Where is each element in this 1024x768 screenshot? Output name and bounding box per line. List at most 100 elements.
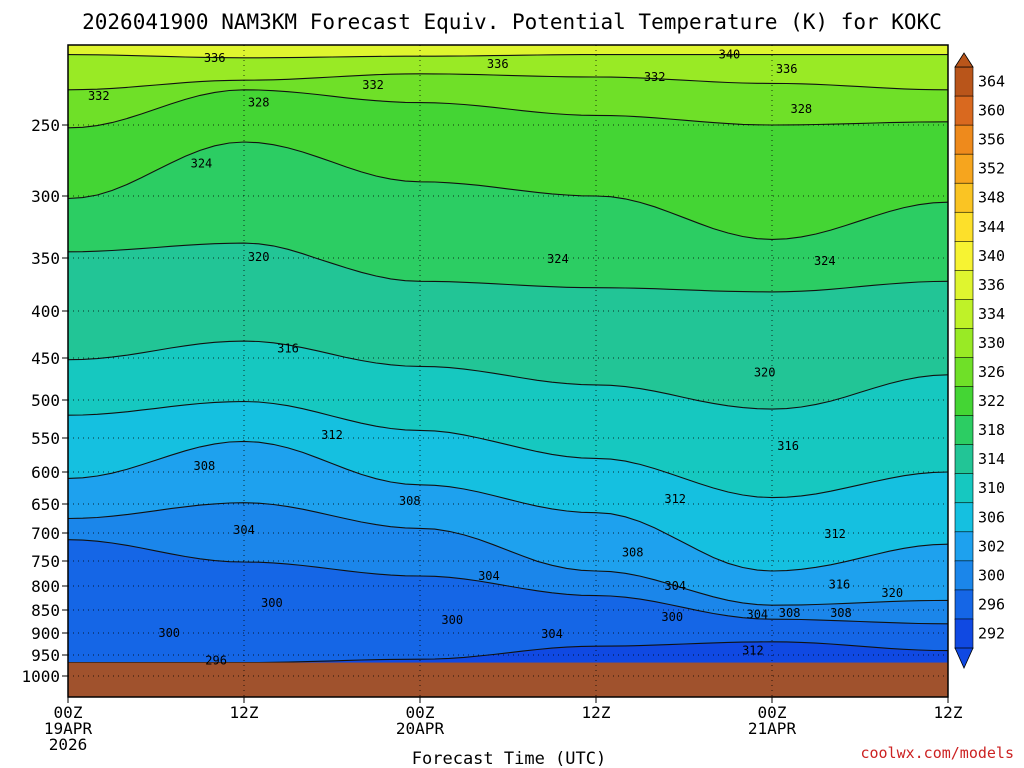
contour-label: 304 [664, 579, 686, 593]
contour-label: 308 [194, 459, 216, 473]
contour-label: 332 [362, 78, 384, 92]
colorbar-label: 336 [978, 276, 1005, 294]
colorbar-label: 326 [978, 363, 1005, 381]
contour-label: 308 [830, 606, 852, 620]
x-axis-label: Forecast Time (UTC) [412, 749, 606, 768]
colorbar-label: 344 [978, 218, 1005, 236]
colorbar-swatch [954, 95, 974, 126]
colorbar-label: 302 [978, 537, 1005, 555]
colorbar-swatch [954, 589, 974, 620]
contour-label: 340 [719, 48, 741, 62]
contour-328 [68, 89, 948, 129]
contour-label: 332 [644, 70, 666, 84]
colorbar-swatch [954, 328, 974, 359]
colorbar-swatch [954, 560, 974, 591]
colorbar-label: 330 [978, 334, 1005, 352]
grid-lines [68, 45, 948, 697]
contour-label: 312 [664, 492, 686, 506]
contour-label: 308 [399, 494, 421, 508]
y-tick-label: 300 [31, 187, 60, 206]
contour-label: 324 [814, 254, 836, 268]
contour-label: 312 [742, 644, 764, 658]
colorbar-label: 352 [978, 160, 1005, 178]
x-tick-label: 20APR [396, 719, 445, 738]
contour-label: 304 [541, 627, 563, 641]
colorbar-swatch [954, 531, 974, 562]
x-tick-label: 00Z [406, 703, 435, 722]
contour-label: 300 [261, 596, 283, 610]
x-tick-label: 00Z [54, 703, 83, 722]
colorbar-swatch [954, 415, 974, 446]
y-tick-label: 450 [31, 349, 60, 368]
y-tick-label: 600 [31, 463, 60, 482]
theta-e-fill-bands [68, 45, 948, 697]
colorbar-label: 322 [978, 392, 1005, 410]
contour-label: 312 [321, 428, 343, 442]
contour-324 [68, 141, 948, 240]
credit-text: coolwx.com/models [860, 744, 1014, 762]
colorbar-swatch [954, 241, 974, 272]
colorbar-swatch [954, 124, 974, 155]
y-tick-label: 900 [31, 624, 60, 643]
y-tick-label: 250 [31, 116, 60, 135]
contour-label: 308 [622, 546, 644, 560]
colorbar: 364 360 356 352 348 344 340 336 334 330 326 322 318 3… [954, 52, 1005, 669]
ground-surface [68, 662, 948, 697]
contour-label: 316 [277, 342, 299, 356]
contour-label: 320 [754, 365, 776, 379]
colorbar-swatch [954, 182, 974, 214]
colorbar-swatch [954, 270, 974, 301]
y-tick-label: 750 [31, 552, 60, 571]
contour-label: 336 [487, 57, 509, 71]
contour-lines [68, 54, 948, 664]
colorbar-label: 318 [978, 421, 1005, 439]
colorbar-label: 306 [978, 508, 1005, 526]
chart-title: 2026041900 NAM3KM Forecast Equiv. Potent… [82, 10, 942, 34]
colorbar-swatch [954, 211, 974, 243]
contour-316 [68, 340, 948, 410]
y-tick-label: 400 [31, 302, 60, 321]
x-tick-label: 00Z [758, 703, 787, 722]
colorbar-label: 300 [978, 566, 1005, 584]
x-tick-label: 19APR [44, 719, 93, 738]
contour-label: 296 [205, 653, 227, 667]
colorbar-swatch [954, 473, 974, 504]
contour-320 [68, 242, 948, 293]
x-tick-label: 12Z [934, 703, 963, 722]
contour-label: 320 [248, 250, 270, 264]
colorbar-swatch [954, 153, 974, 184]
y-tick-label: 950 [31, 646, 60, 665]
colorbar-swatch [954, 357, 974, 388]
y-tick-label: 1000 [21, 667, 60, 686]
contour-label: 300 [661, 610, 683, 624]
contour-label: 312 [824, 527, 846, 541]
contour-label: 324 [547, 252, 569, 266]
x-tick-label: 2026 [49, 735, 88, 754]
colorbar-label: 292 [978, 624, 1005, 642]
colorbar-label: 364 [978, 73, 1005, 91]
contour-332 [68, 73, 948, 91]
y-tick-label: 350 [31, 249, 60, 268]
contour-label: 304 [478, 569, 500, 583]
contour-308 [68, 440, 948, 572]
contour-label: 304 [233, 523, 255, 537]
y-tick-label: 550 [31, 429, 60, 448]
y-tick-label: 800 [31, 577, 60, 596]
colorbar-label: 340 [978, 247, 1005, 265]
plot-frame [67, 44, 949, 698]
contour-304 [68, 502, 948, 606]
colorbar-swatch [954, 618, 974, 649]
x-tick-label: 12Z [582, 703, 611, 722]
contour-label: 308 [779, 606, 801, 620]
x-tick-label: 12Z [230, 703, 259, 722]
colorbar-label: 356 [978, 131, 1005, 149]
contour-label: 300 [158, 626, 180, 640]
colorbar-label: 314 [978, 450, 1005, 468]
contour-label: 324 [191, 156, 213, 170]
contour-336 [68, 54, 948, 59]
contour-label: 328 [790, 102, 812, 116]
x-tick-label: 21APR [748, 719, 797, 738]
contour-label: 332 [88, 89, 110, 103]
